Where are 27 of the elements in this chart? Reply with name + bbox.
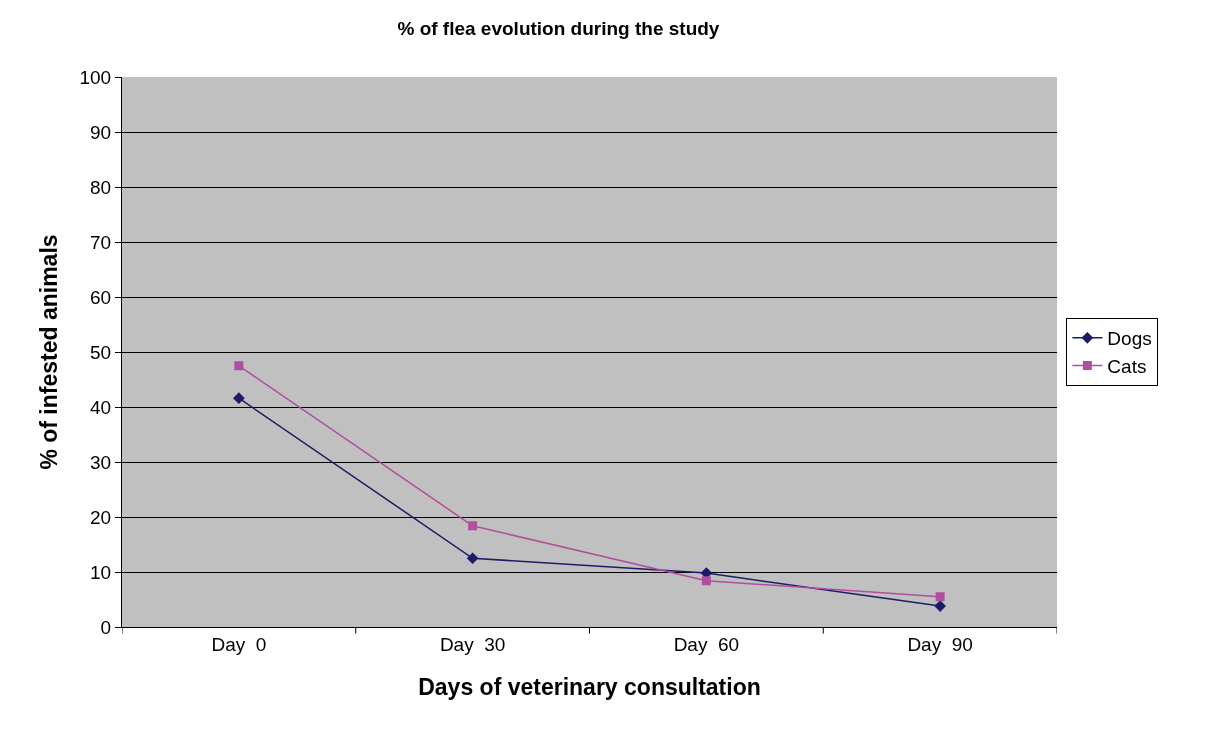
chart-title: % of flea evolution during the study: [397, 18, 720, 40]
y-tick-label: 10: [90, 561, 112, 583]
y-tick-label: 100: [79, 66, 112, 88]
point: [701, 576, 711, 586]
x-tick-label: Day 60: [673, 633, 740, 655]
point: [234, 361, 244, 371]
legend-label: Dogs: [1107, 328, 1152, 350]
y-tick-label: 0: [100, 616, 112, 638]
point: [935, 592, 945, 602]
y-tick-label: 60: [90, 286, 112, 308]
y-tick-label: 90: [90, 121, 112, 143]
point: [934, 600, 946, 612]
y-tick-label: 80: [90, 176, 112, 198]
legend-label: Cats: [1107, 355, 1147, 377]
point: [233, 392, 245, 405]
point: [468, 521, 478, 531]
y-tick-label: 70: [90, 231, 112, 253]
x-tick-label: Day 30: [439, 633, 506, 655]
x-tick-label: Day 0: [211, 633, 267, 655]
y-axis-title: % of infested animals: [35, 234, 62, 470]
y-tick-label: 50: [90, 341, 112, 363]
y-tick-label: 20: [90, 506, 112, 528]
y-tick-label: 40: [90, 396, 112, 418]
point: [466, 552, 479, 565]
x-axis-title: Days of veterinary consultation: [418, 674, 761, 701]
x-tick-label: Day 90: [907, 633, 973, 655]
y-tick-label: 30: [90, 451, 112, 473]
